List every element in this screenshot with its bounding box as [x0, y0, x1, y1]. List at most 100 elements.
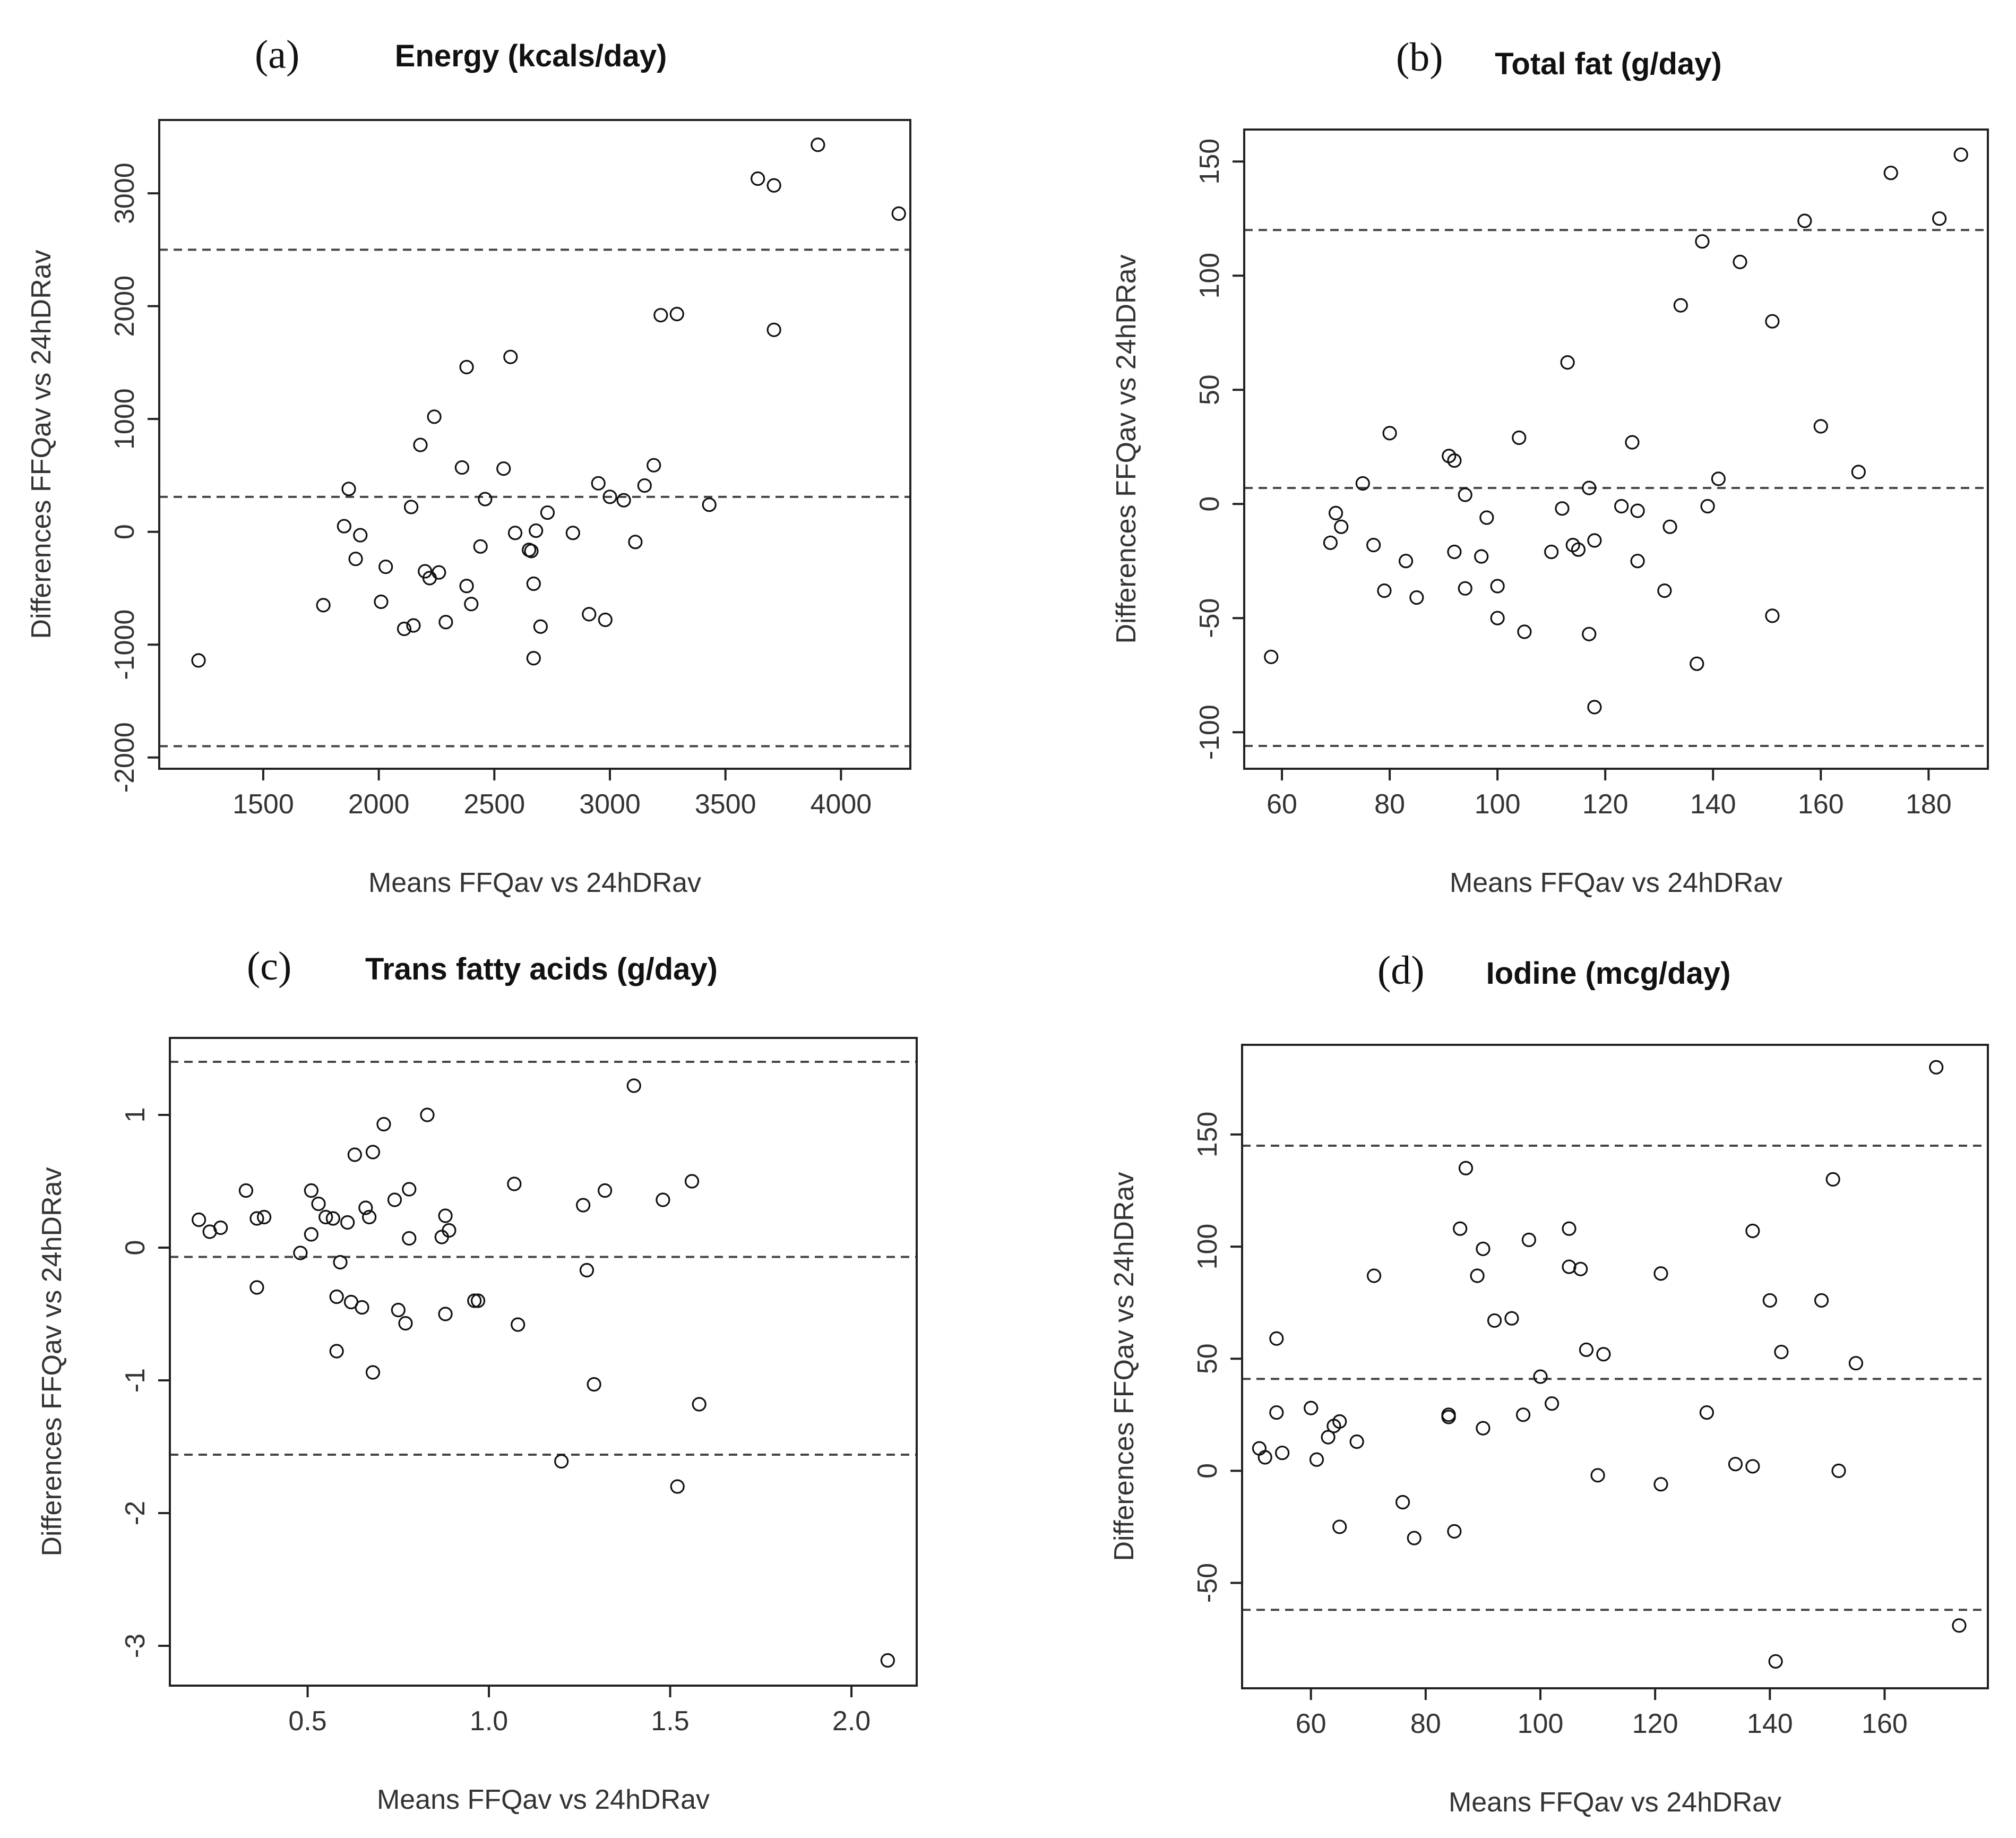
data-point: [1328, 505, 1343, 521]
data-point: [1573, 1261, 1588, 1276]
x-tick-label: 120: [1632, 1708, 1678, 1739]
data-point: [1562, 1221, 1576, 1236]
data-point: [1630, 554, 1645, 569]
data-point: [1447, 1524, 1462, 1539]
y-tick-label: 0: [1194, 496, 1225, 512]
data-point: [1366, 537, 1381, 553]
data-point: [1657, 583, 1672, 598]
data-point: [511, 1317, 525, 1332]
y-tick-label: 0: [120, 1240, 151, 1256]
x-tick-label: 2.0: [832, 1706, 871, 1737]
chart-title: Energy (kcals/day): [395, 39, 667, 73]
x-tick-label: 60: [1296, 1708, 1326, 1739]
data-point: [318, 1209, 333, 1225]
data-point: [293, 1246, 308, 1260]
data-point: [702, 497, 717, 512]
data-point: [1582, 626, 1597, 641]
data-point: [256, 1209, 272, 1225]
x-axis: 1500 2000 2500 3000 3500 4000: [232, 768, 872, 820]
data-point: [1521, 1232, 1536, 1248]
data-point: [316, 598, 331, 613]
data-point: [192, 1212, 206, 1227]
data-point: [1476, 1241, 1491, 1256]
data-point: [670, 1479, 685, 1494]
data-point: [1582, 480, 1597, 495]
x-tick-label: 3500: [695, 789, 756, 820]
data-point: [1614, 499, 1629, 514]
chart-title: Iodine (mcg/day): [1486, 956, 1731, 991]
data-point: [1533, 1369, 1548, 1384]
data-point: [464, 597, 479, 612]
panel-c: (c) Trans fatty acids (g/day) -3 -2 -1 0 1 0…: [37, 944, 918, 1815]
panel-b: (b) Total fat (g/day) -100 -50 0 50 100 150 6…: [1111, 35, 1989, 898]
data-point: [1596, 1347, 1611, 1362]
data-point: [387, 1192, 402, 1207]
data-point: [1653, 1266, 1668, 1281]
y-tick-label: 50: [1192, 1343, 1223, 1374]
data-point: [391, 1302, 406, 1318]
data-point: [1515, 1407, 1531, 1422]
data-point: [1321, 1430, 1336, 1445]
y-tick-label: -2: [120, 1501, 151, 1525]
data-point: [454, 460, 469, 475]
data-point: [191, 653, 206, 668]
plot-area: [1264, 147, 1968, 715]
data-point: [540, 505, 555, 520]
data-point: [533, 619, 548, 634]
data-point: [1257, 1450, 1272, 1465]
data-point: [628, 535, 643, 549]
data-point: [582, 607, 597, 622]
panel-label: (a): [255, 32, 299, 77]
data-point: [467, 1293, 482, 1308]
data-point: [403, 500, 419, 514]
data-point: [1587, 700, 1602, 715]
data-point: [355, 1300, 369, 1315]
data-point: [1304, 1401, 1319, 1415]
data-point: [329, 1289, 344, 1304]
data-point: [1825, 1172, 1840, 1187]
panel-label: (b): [1396, 35, 1443, 80]
x-tick-label: 80: [1374, 789, 1405, 820]
plot-area: [192, 1078, 895, 1668]
panel-a: (a) Energy (kcals/day) -2000 -1000 0 1000 20…: [26, 32, 911, 898]
data-point: [1398, 554, 1414, 569]
plot-area: [1252, 1060, 1967, 1669]
data-point: [1309, 1452, 1324, 1467]
reference-lines: [159, 248, 910, 748]
data-point: [1587, 533, 1602, 548]
plot-area: [191, 138, 906, 668]
data-point: [1269, 1331, 1284, 1346]
data-point: [1490, 579, 1505, 594]
data-point: [602, 489, 617, 504]
data-point: [438, 1307, 453, 1321]
data-point: [1490, 611, 1505, 625]
data-point: [1699, 1405, 1715, 1420]
x-tick-label: 80: [1410, 1708, 1441, 1739]
x-tick-label: 1.0: [470, 1706, 508, 1737]
x-tick-label: 160: [1798, 789, 1844, 820]
data-point: [329, 1344, 344, 1359]
data-point: [526, 651, 541, 666]
data-point: [1571, 542, 1586, 557]
data-point: [1512, 430, 1527, 445]
data-point: [1762, 1293, 1777, 1308]
y-tick-label: 100: [1194, 253, 1225, 299]
data-point: [432, 565, 446, 580]
data-point: [358, 1200, 373, 1215]
data-point: [1264, 649, 1279, 664]
data-point: [1555, 501, 1570, 516]
data-point: [669, 306, 684, 322]
data-point: [591, 476, 606, 491]
data-point: [503, 349, 518, 364]
data-point: [374, 594, 389, 609]
data-point: [249, 1280, 264, 1295]
x-tick-label: 3000: [579, 789, 641, 820]
data-point: [1774, 1344, 1789, 1360]
data-point: [438, 1208, 453, 1223]
data-point: [811, 138, 825, 152]
data-point: [347, 1147, 362, 1162]
y-tick-label: 150: [1192, 1112, 1223, 1158]
data-point: [402, 1182, 417, 1197]
x-axis-title: Means FFQav vs 24hDRav: [368, 868, 701, 898]
